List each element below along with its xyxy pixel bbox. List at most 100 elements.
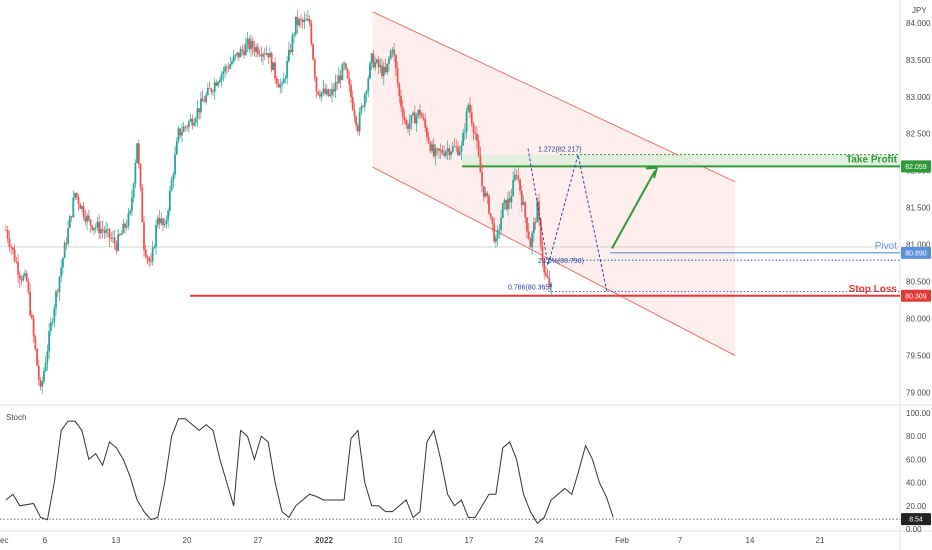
candle xyxy=(391,47,394,58)
candle-body xyxy=(469,104,471,113)
candle-body xyxy=(265,53,268,55)
candle xyxy=(541,237,544,268)
candle xyxy=(288,41,290,63)
candle xyxy=(60,259,63,283)
candle xyxy=(527,223,530,241)
candle-body xyxy=(365,91,368,95)
candle-body xyxy=(279,84,282,88)
candle-body xyxy=(389,51,392,59)
candle-body xyxy=(450,151,452,156)
candle xyxy=(179,128,182,139)
stoch-tick-label: 40.00 xyxy=(906,479,927,488)
candle xyxy=(343,60,345,71)
level-tag-bg xyxy=(901,289,931,302)
level-tags: 82.059 80.890 80.309 8.54 xyxy=(901,160,931,526)
candle xyxy=(198,108,201,120)
candle xyxy=(498,224,501,239)
candle-body xyxy=(205,95,207,103)
candle xyxy=(534,217,537,231)
candle xyxy=(200,90,202,119)
candle xyxy=(182,121,185,133)
candle xyxy=(98,213,101,239)
candle xyxy=(106,223,109,238)
candle xyxy=(220,71,223,87)
candle xyxy=(137,139,140,169)
candle-body xyxy=(543,260,546,273)
candle xyxy=(29,283,32,318)
candle xyxy=(405,117,408,129)
candle-body xyxy=(293,34,295,36)
projection-arrow-shaft xyxy=(611,170,656,249)
candle xyxy=(444,149,447,159)
candle-body xyxy=(344,63,347,69)
candle xyxy=(429,140,432,154)
candle xyxy=(513,168,516,182)
candle xyxy=(17,254,19,284)
candle xyxy=(325,84,328,97)
candle-body xyxy=(424,119,427,128)
candle-body xyxy=(110,238,113,239)
candle xyxy=(62,256,64,275)
candle-body xyxy=(353,109,356,117)
candle xyxy=(129,209,132,217)
candle xyxy=(457,141,459,157)
candle xyxy=(20,275,23,286)
candle-body xyxy=(74,192,76,198)
fib-236-label: 23.6%(80.790) xyxy=(538,258,584,265)
candle xyxy=(275,75,278,88)
candle xyxy=(210,87,213,95)
candle-body xyxy=(224,66,226,72)
candle-body xyxy=(72,197,75,217)
candle xyxy=(410,114,413,131)
candle xyxy=(153,244,156,250)
candle xyxy=(274,57,276,84)
candle xyxy=(175,136,178,156)
time-tick-label: 13 xyxy=(112,536,121,545)
candle xyxy=(105,221,107,238)
candle xyxy=(191,114,194,130)
candle-body xyxy=(15,261,18,263)
candle-body xyxy=(227,67,230,69)
candle xyxy=(281,80,283,93)
candle xyxy=(510,188,513,209)
candle-body xyxy=(277,83,280,88)
candle xyxy=(362,105,364,108)
candle xyxy=(284,74,287,84)
candle-body xyxy=(68,216,71,228)
candle-body xyxy=(217,82,220,86)
candle xyxy=(450,150,452,160)
level-tag-bg xyxy=(901,160,931,173)
candle xyxy=(136,143,138,164)
candle xyxy=(501,202,504,219)
time-tick-label: 27 xyxy=(254,536,263,545)
candle xyxy=(187,119,190,133)
candle xyxy=(224,63,226,78)
candle-body xyxy=(156,218,159,226)
candle-body xyxy=(56,291,59,293)
candle xyxy=(401,100,404,126)
candle-body xyxy=(403,116,406,121)
candle xyxy=(550,281,552,296)
candle xyxy=(470,105,473,127)
fib-swing-dashed xyxy=(527,148,608,293)
candle-body xyxy=(210,88,213,92)
candle-body xyxy=(294,16,297,35)
candle xyxy=(208,81,211,89)
candle-body xyxy=(43,371,45,382)
price-tick-label: 83.500 xyxy=(906,56,931,65)
candle xyxy=(331,82,333,103)
candle xyxy=(194,116,197,127)
candle-body xyxy=(526,217,528,232)
candle-body xyxy=(379,65,382,68)
candle-body xyxy=(531,233,534,248)
candle-body xyxy=(93,227,95,230)
candle xyxy=(46,344,49,371)
candle xyxy=(381,59,383,79)
candle-body xyxy=(393,49,396,56)
candle xyxy=(206,82,209,97)
candle xyxy=(427,131,430,144)
candle-body xyxy=(87,215,90,220)
candle-body xyxy=(417,109,420,116)
candle xyxy=(144,244,147,259)
candle xyxy=(436,147,439,155)
